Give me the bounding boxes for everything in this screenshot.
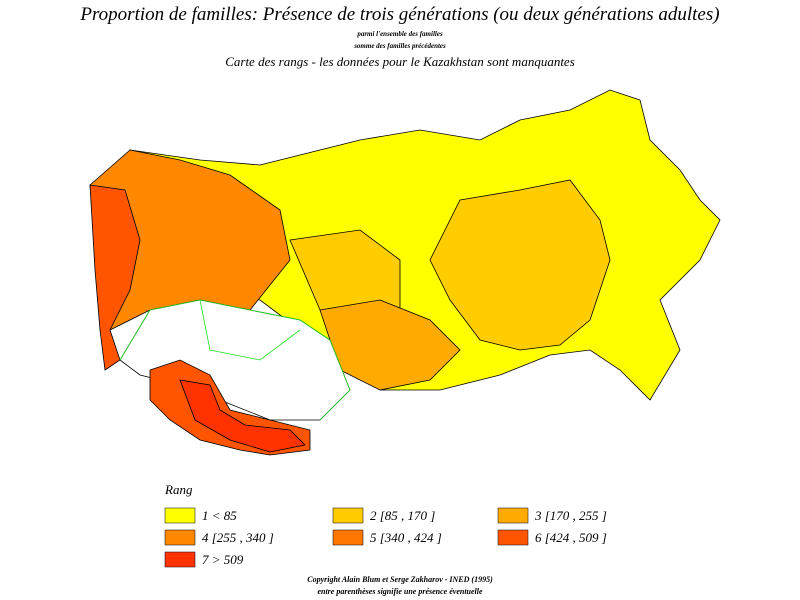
legend-swatch <box>497 529 529 546</box>
subtitle: parmi l'ensemble des familles <box>356 30 443 38</box>
subtitle: somme des familles précédentes <box>353 42 446 50</box>
legend-swatch <box>497 507 529 524</box>
region <box>319 299 461 391</box>
footer-text: Copyright Alain Blum et Serge Zakharov -… <box>307 575 493 584</box>
legend-swatch <box>164 507 196 524</box>
legend-label: 2 [85 , 170 ] <box>370 508 435 523</box>
title: Proportion de familles: Présence de troi… <box>79 4 719 25</box>
region <box>89 184 141 371</box>
legend-swatch <box>164 529 196 546</box>
region <box>429 179 611 351</box>
footer-text: entre parenthèses signifie une présence … <box>317 587 483 596</box>
legend-label: 3 [170 , 255 ] <box>534 508 607 523</box>
border <box>119 299 351 421</box>
legend-label: 7 > 509 <box>202 552 244 567</box>
map-caption: Carte des rangs - les données pour le Ka… <box>225 54 575 69</box>
legend-label: 5 [340 , 424 ] <box>370 530 442 545</box>
legend-label: 6 [424 , 509 ] <box>535 530 607 545</box>
legend-swatch <box>164 551 196 568</box>
legend-swatch <box>332 507 364 524</box>
border <box>199 299 301 361</box>
legend-title: Rang <box>164 482 193 497</box>
region <box>179 379 306 453</box>
legend-swatch <box>332 529 364 546</box>
legend-label: 4 [255 , 340 ] <box>202 530 274 545</box>
map <box>89 89 721 456</box>
legend-label: 1 < 85 <box>202 508 237 523</box>
